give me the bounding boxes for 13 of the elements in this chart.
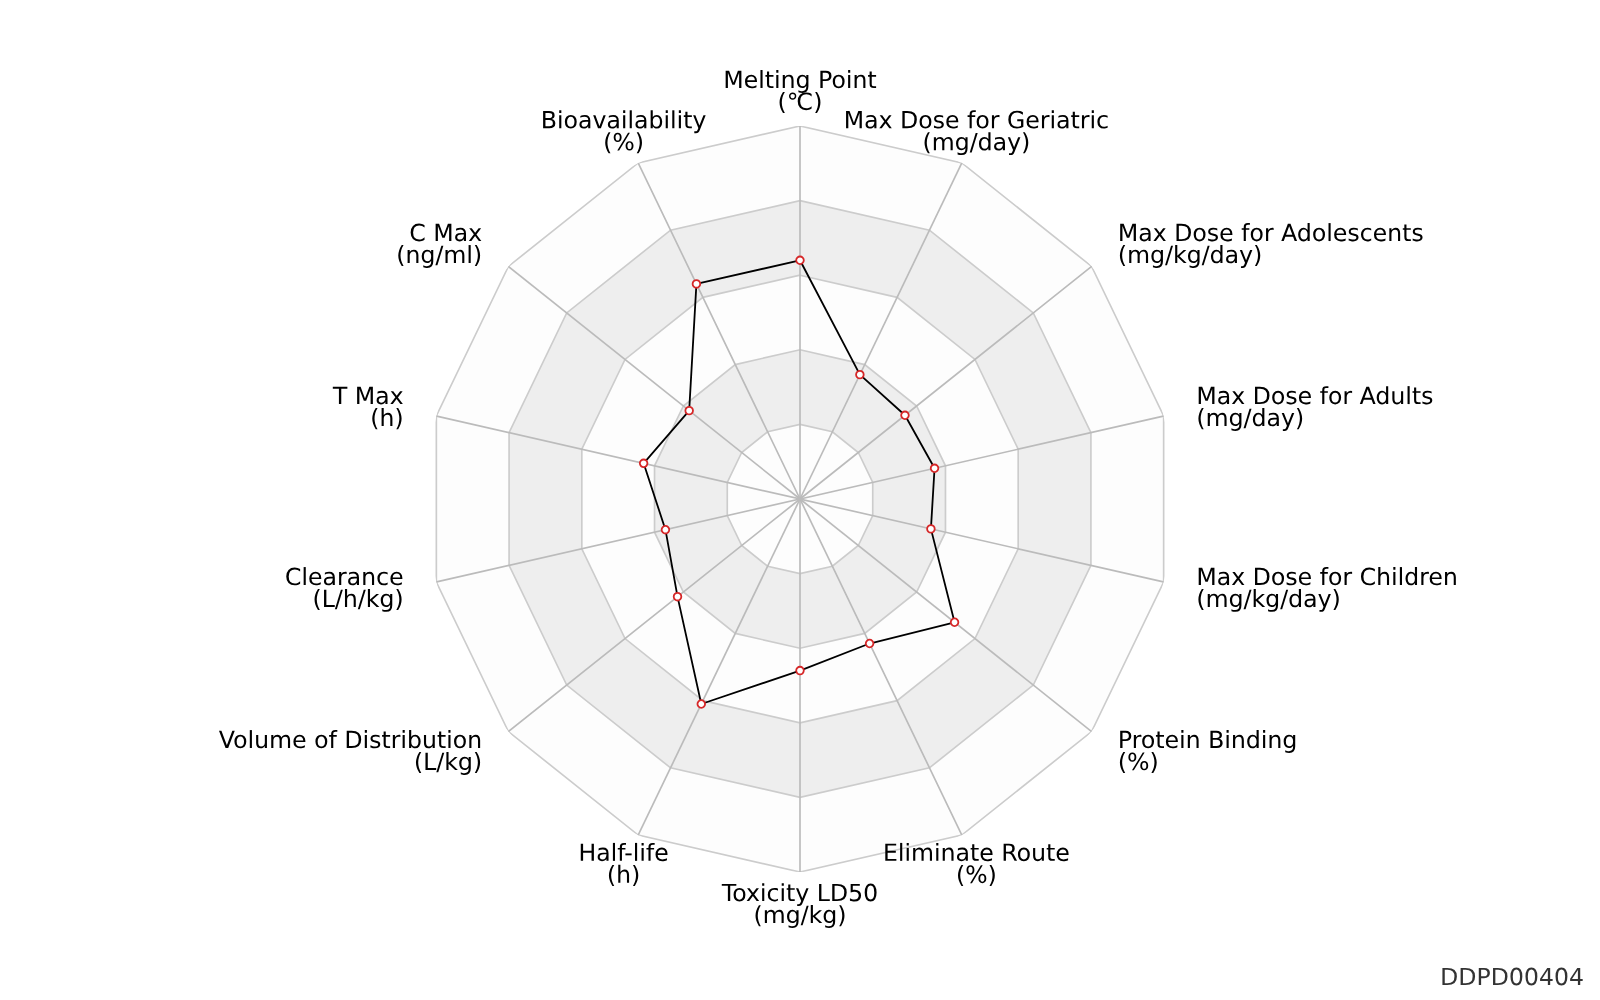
spoke-label: Eliminate Route (%) [885, 842, 1069, 886]
spoke-label: Toxicity LD50 (mg/kg) [721, 883, 877, 928]
spoke-label: Volume of Distribution (L/kg) [218, 730, 481, 775]
spoke-label: Protein Binding (%) [1119, 730, 1296, 774]
spoke-label: Max Dose for Adolescents (mg/kg/day) [1119, 223, 1423, 268]
spoke-label: C Max (ng/ml) [398, 223, 482, 268]
spoke-label: Max Dose for Adults (mg/day) [1198, 386, 1433, 431]
text: DDPD00404 [1442, 967, 1583, 986]
spoke-label: Half-life (h) [580, 842, 668, 886]
spoke-label: Clearance (L/h/kg) [286, 567, 403, 612]
spoke-label: Bioavailability (%) [543, 110, 706, 154]
spoke-label: T Max (h) [332, 386, 403, 430]
spoke-label: Max Dose for Children (mg/kg/day) [1198, 567, 1456, 612]
